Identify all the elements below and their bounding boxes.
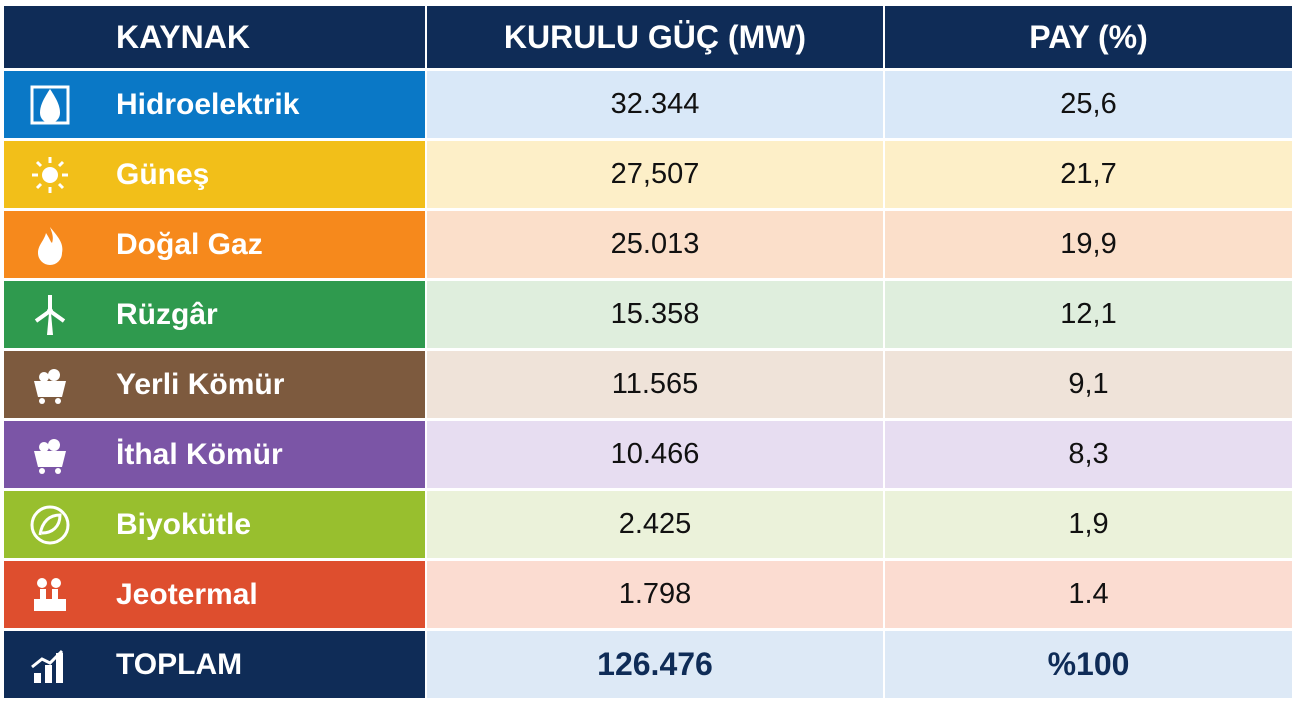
cell-text: 11.565	[611, 368, 699, 400]
power-cell: 25.013	[427, 211, 883, 278]
cell-text: %100	[1047, 646, 1130, 682]
cell-text: 126.476	[597, 646, 713, 682]
cell-text: 27,507	[610, 158, 700, 190]
icon	[30, 85, 70, 124]
icon	[32, 156, 68, 193]
header-cell: PAY (%)	[885, 6, 1292, 68]
share-cell: 12,1	[885, 281, 1292, 348]
power-cell: 2.425	[427, 491, 883, 558]
cell-text: 1.798	[618, 578, 692, 610]
power-cell: 1.798	[427, 561, 883, 628]
source-cell: Biyokütle	[4, 491, 425, 558]
power-cell: 27,507	[427, 141, 883, 208]
cell-text: Rüzgâr	[116, 297, 218, 331]
total-power: 126.476	[427, 631, 883, 698]
cell-text: 10.466	[610, 438, 700, 470]
share-cell: 1,9	[885, 491, 1292, 558]
cell-text: Doğal Gaz	[116, 227, 263, 261]
cell-text: 15.358	[610, 298, 700, 330]
cell-text: KAYNAK	[116, 18, 250, 55]
cell-text: Biyokütle	[116, 507, 252, 541]
share-cell: 25,6	[885, 71, 1292, 138]
cell-text: 25,6	[1060, 88, 1117, 120]
cell-text: 25.013	[610, 228, 700, 260]
table: KAYNAK KURULU GÜÇ (MW) PAY (%) Hidroelektri…	[4, 6, 1292, 698]
cell-text: İthal Kömür	[116, 437, 283, 471]
source-cell: Jeotermal	[4, 561, 425, 628]
cell-text: 1,9	[1068, 508, 1109, 540]
total-share: %100	[885, 631, 1292, 698]
cell-text: 19,9	[1060, 228, 1117, 260]
icon	[30, 505, 70, 544]
icon	[31, 649, 64, 683]
cell-text: 21,7	[1060, 158, 1117, 190]
total-label: TOPLAM	[4, 631, 425, 698]
cell-text: Güneş	[116, 157, 210, 191]
cell-text: TOPLAM	[116, 647, 243, 681]
cell-text: 1.4	[1068, 578, 1109, 610]
power-cell: 15.358	[427, 281, 883, 348]
cell-text: Hidroelektrik	[116, 87, 300, 121]
share-cell: 21,7	[885, 141, 1292, 208]
cell-text: KURULU GÜÇ (MW)	[503, 18, 807, 55]
icon	[34, 294, 66, 335]
share-cell: 1.4	[885, 561, 1292, 628]
share-cell: 9,1	[885, 351, 1292, 418]
share-cell: 8,3	[885, 421, 1292, 488]
source-cell: Yerli Kömür	[4, 351, 425, 418]
cell-text: Jeotermal	[116, 577, 258, 611]
icon	[34, 577, 66, 611]
cell-text: 8,3	[1068, 438, 1109, 470]
header-cell: KAYNAK	[4, 6, 425, 68]
icon	[34, 368, 66, 404]
cell-text: Yerli Kömür	[116, 367, 285, 401]
cell-text: 12,1	[1060, 298, 1117, 330]
header-cell: KURULU GÜÇ (MW)	[427, 6, 883, 68]
source-cell: Hidroelektrik	[4, 71, 425, 138]
cell-text: PAY (%)	[1029, 18, 1148, 55]
source-cell: Rüzgâr	[4, 281, 425, 348]
cell-text: 32.344	[610, 88, 700, 120]
source-cell: Doğal Gaz	[4, 211, 425, 278]
power-cell: 10.466	[427, 421, 883, 488]
power-cell: 11.565	[427, 351, 883, 418]
source-cell: Güneş	[4, 141, 425, 208]
icon	[34, 438, 66, 474]
icon	[38, 226, 63, 265]
share-cell: 19,9	[885, 211, 1292, 278]
cell-text: 2.425	[618, 508, 692, 540]
source-cell: İthal Kömür	[4, 421, 425, 488]
cell-text: 9,1	[1068, 368, 1109, 400]
power-cell: 32.344	[427, 71, 883, 138]
